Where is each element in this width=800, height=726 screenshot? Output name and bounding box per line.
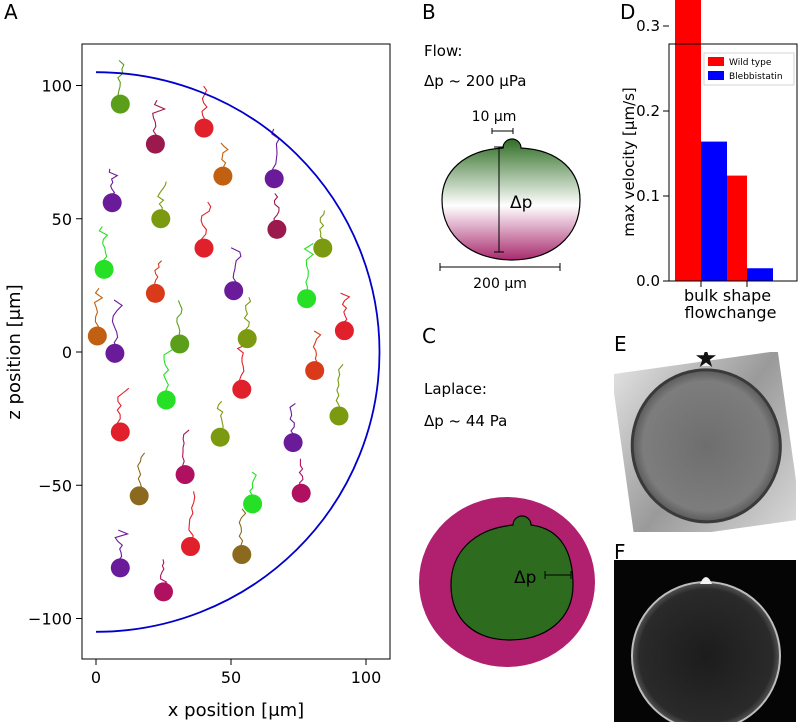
cell-marker (175, 465, 195, 485)
cell-marker (110, 94, 130, 114)
bar-y-axis-ticks: 0.0 0.1 0.2 0.3 (636, 17, 669, 290)
y-tick-label: 50 (52, 210, 72, 229)
y-tick-label: −100 (28, 610, 72, 629)
cell-marker (232, 545, 252, 565)
trajectory-chart: 0 50 100 100 50 0 −50 −100 x position [μm] z p… (4, 43, 391, 721)
cell-marker (87, 326, 107, 346)
velocity-bar (675, 0, 701, 281)
y-axis-label: z position [μm] (4, 284, 25, 419)
cell-marker (145, 283, 165, 303)
cell-marker (305, 361, 325, 381)
cell-marker (213, 166, 233, 186)
cell-marker (297, 289, 317, 309)
laplace-schematic: Δp (419, 497, 595, 667)
y-tick-label: −50 (38, 476, 72, 495)
cell-marker (267, 219, 287, 239)
panel-label-b: B (422, 0, 436, 24)
cell-markers (87, 94, 354, 602)
bar-category-label: bulk (684, 286, 719, 305)
cell-marker (105, 343, 125, 363)
y-axis-ticks: 100 50 0 −50 −100 (28, 77, 82, 629)
cell-marker (210, 427, 230, 447)
cell-marker (243, 494, 263, 514)
flow-title: Flow: (424, 42, 463, 60)
legend-swatch-blebbistatin (708, 71, 724, 80)
cell-marker (145, 134, 165, 154)
velocity-bar (747, 268, 773, 281)
panel-label-a: A (4, 0, 18, 24)
x-axis-label: x position [μm] (168, 700, 304, 721)
velocity-bar (701, 141, 727, 281)
y-tick-label: 100 (41, 77, 72, 96)
neck-width-label: 10 μm (472, 109, 517, 125)
x-tick-label: 50 (221, 668, 241, 687)
cell-outline-f (631, 581, 781, 722)
laplace-cell-shape (450, 515, 574, 641)
laplace-dp-label: Δp (514, 568, 536, 588)
cell-marker (224, 281, 244, 301)
velocity-bars (675, 0, 773, 281)
x-axis-ticks: 0 50 100 (91, 659, 381, 687)
fluorescence-micrograph (614, 560, 796, 722)
laplace-title: Laplace: (424, 380, 487, 398)
bar-legend: Wild type Blebbistatin (703, 52, 795, 86)
cell-outline-e (630, 368, 782, 524)
legend-swatch-wild-type (708, 57, 724, 66)
cell-marker (264, 169, 284, 189)
flow-dp-label: Δp (510, 193, 532, 213)
rotated-image-frame (614, 352, 796, 532)
width-label: 200 μm (473, 276, 527, 292)
cell-marker (151, 209, 171, 229)
cell-marker (170, 334, 190, 354)
bar-y-tick-label: 0.1 (636, 187, 660, 205)
flow-schematic: 10 μm Δp 200 μm (439, 109, 581, 292)
bar-y-axis-label: max velocity [μm/s] (620, 87, 638, 237)
bar-y-tick-label: 0.3 (636, 17, 660, 35)
star-marker-icon (696, 352, 716, 367)
trajectory-tracks (93, 59, 351, 593)
cell-marker (181, 537, 200, 557)
cell-marker (232, 379, 252, 399)
cell-marker (329, 406, 349, 426)
panel-label-f: F (614, 540, 626, 564)
bleb-protrusion-f (700, 577, 712, 584)
laplace-pressure: Δp ~ 44 Pa (424, 412, 508, 430)
x-tick-label: 100 (351, 668, 382, 687)
cell-marker (194, 118, 214, 138)
boundary-arc (95, 71, 381, 633)
panel-label-c: C (422, 324, 436, 348)
cell-marker (110, 558, 130, 578)
flow-pressure: Δp ~ 200 μPa (424, 72, 527, 90)
cell-marker (94, 259, 114, 279)
cell-marker (334, 321, 354, 341)
bar-y-tick-label: 0.0 (636, 272, 660, 290)
cell-marker (156, 390, 176, 410)
legend-label-blebbistatin: Blebbistatin (729, 72, 783, 82)
panel-label-d: D (620, 0, 636, 24)
y-tick-label: 0 (62, 343, 72, 362)
cell-marker (313, 238, 333, 258)
cell-marker (237, 329, 257, 349)
bar-category-label: flow (685, 303, 718, 322)
cell-marker (291, 483, 311, 503)
cell-marker (102, 193, 122, 213)
bar-category-label: shape (723, 286, 771, 305)
bar-category-label: change (718, 303, 777, 322)
cell-marker (194, 238, 214, 258)
cell-marker (283, 433, 303, 453)
brightfield-micrograph (614, 352, 796, 532)
trajectory-track (188, 491, 196, 547)
cell-marker (110, 422, 130, 442)
x-tick-label: 0 (91, 668, 101, 687)
flow-cell-shape (441, 138, 581, 261)
cell-marker (129, 486, 149, 506)
bar-y-tick-label: 0.2 (636, 102, 660, 120)
panel-label-e: E (614, 332, 627, 356)
bar-plot-frame (668, 43, 798, 282)
legend-label-wild-type: Wild type (729, 58, 772, 68)
cell-marker (154, 582, 173, 602)
